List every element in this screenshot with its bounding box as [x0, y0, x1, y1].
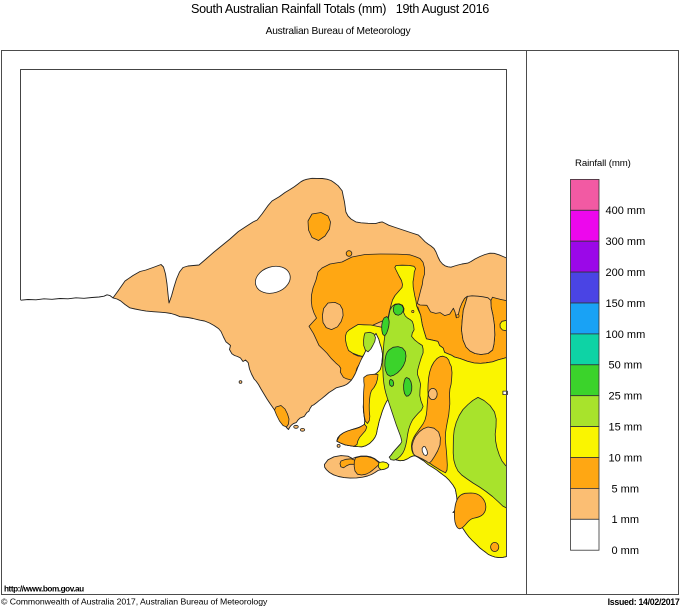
svg-text:10 mm: 10 mm — [609, 452, 643, 464]
svg-text:0 mm: 0 mm — [612, 545, 640, 557]
svg-text:200 mm: 200 mm — [606, 267, 646, 279]
svg-text:© Commonwealth of Australia 20: © Commonwealth of Australia 2017, Austra… — [1, 597, 268, 607]
svg-text:100 mm: 100 mm — [606, 329, 646, 341]
svg-text:400 mm: 400 mm — [606, 205, 646, 217]
svg-text:50 mm: 50 mm — [609, 360, 643, 372]
svg-text:15 mm: 15 mm — [609, 422, 643, 434]
svg-text:5 mm: 5 mm — [612, 483, 640, 495]
svg-text:http://www.bom.gov.au: http://www.bom.gov.au — [4, 585, 84, 594]
svg-text:300 mm: 300 mm — [606, 236, 646, 248]
svg-text:25 mm: 25 mm — [609, 391, 643, 403]
svg-text:Australian Bureau of Meteorolo: Australian Bureau of Meteorology — [266, 26, 412, 37]
svg-text:Rainfall (mm): Rainfall (mm) — [575, 158, 631, 169]
svg-text:150 mm: 150 mm — [606, 298, 646, 310]
svg-text:Issued: 14/02/2017: Issued: 14/02/2017 — [608, 597, 680, 607]
svg-text:1 mm: 1 mm — [612, 514, 640, 526]
svg-text:South Australian Rainfall Tota: South Australian Rainfall Totals (mm) 19… — [191, 2, 489, 16]
